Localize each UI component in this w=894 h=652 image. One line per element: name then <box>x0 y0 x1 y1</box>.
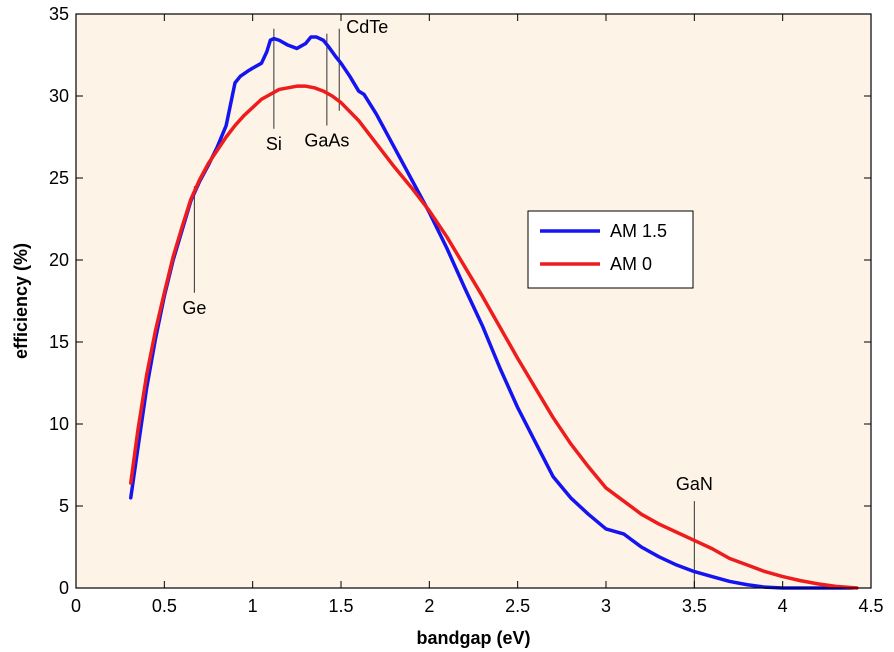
x-tick-label-3-5: 3.5 <box>682 596 707 616</box>
axis-ticks <box>75 13 872 589</box>
y-tick-label-15: 15 <box>49 332 69 352</box>
marker-label-si: Si <box>266 134 282 154</box>
x-tick-label-2: 2 <box>424 596 434 616</box>
x-tick-label-0: 0 <box>71 596 81 616</box>
y-tick-label-0: 0 <box>59 578 69 598</box>
marker-label-gaas: GaAs <box>304 131 349 151</box>
marker-label-ge: Ge <box>182 298 206 318</box>
x-tick-label-1: 1 <box>248 596 258 616</box>
plot-frame <box>75 13 872 589</box>
legend-label-am-0: AM 0 <box>610 254 652 274</box>
legend-box <box>527 210 694 289</box>
legend-label-am-1-5: AM 1.5 <box>610 221 667 241</box>
y-tick-label-10: 10 <box>49 414 69 434</box>
y-tick-label-20: 20 <box>49 250 69 270</box>
marker-label-gan: GaN <box>676 474 713 494</box>
x-tick-label-4-5: 4.5 <box>858 596 883 616</box>
series-line-am-1-5 <box>129 35 856 590</box>
x-tick-label-0-5: 0.5 <box>152 596 177 616</box>
annotations: Ge Si GaAs CdTe GaN <box>182 17 713 588</box>
x-tick-label-4: 4 <box>778 596 788 616</box>
x-tick-label-1-5: 1.5 <box>328 596 353 616</box>
y-tick-label-25: 25 <box>49 168 69 188</box>
series-lines <box>129 35 859 590</box>
series-line-am-0 <box>129 84 859 590</box>
marker-label-cdte: CdTe <box>346 17 388 37</box>
y-tick-label-30: 30 <box>49 86 69 106</box>
y-axis-title: efficiency (%) <box>11 243 31 359</box>
axis-tick-labels: 0 0.5 1 1.5 2 2.5 3 3.5 4 4.5 0 5 10 15 20 25 30 35 <box>49 4 884 616</box>
legend: AM 1.5 AM 0 <box>527 210 694 289</box>
y-tick-label-35: 35 <box>49 4 69 24</box>
x-tick-label-2-5: 2.5 <box>505 596 530 616</box>
x-axis-title: bandgap (eV) <box>416 628 530 648</box>
y-tick-label-5: 5 <box>59 496 69 516</box>
plot-area <box>76 14 871 588</box>
x-tick-label-3: 3 <box>601 596 611 616</box>
